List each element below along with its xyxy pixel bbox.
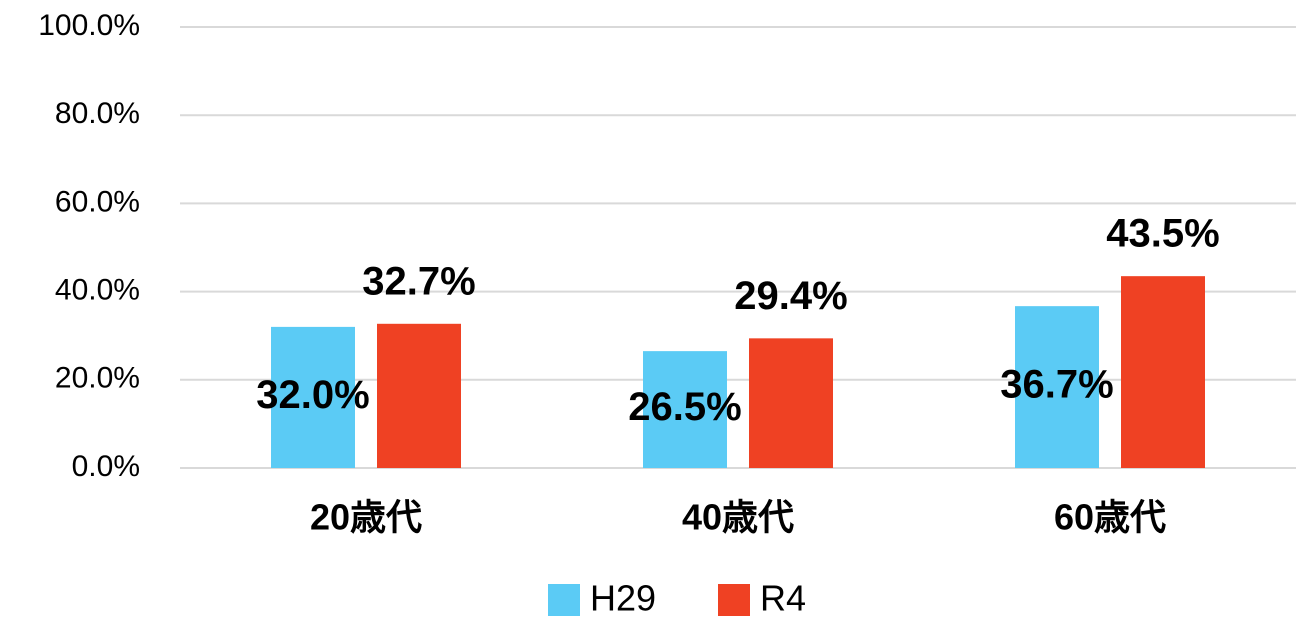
data-label: 36.7%: [1000, 363, 1113, 407]
data-label: 32.7%: [362, 259, 475, 303]
bar: [643, 351, 727, 468]
bar: [377, 323, 461, 468]
y-tick-label: 40.0%: [55, 274, 140, 307]
y-tick-label: 60.0%: [55, 185, 140, 218]
data-label: 26.5%: [628, 385, 741, 429]
data-label: 43.5%: [1106, 212, 1219, 256]
y-tick-label: 100.0%: [38, 9, 140, 42]
y-tick-label: 0.0%: [72, 450, 140, 483]
legend-swatch: [718, 584, 750, 616]
legend-label: R4: [760, 578, 806, 617]
x-tick-label: 40歳代: [682, 497, 794, 538]
x-tick-label: 60歳代: [1054, 497, 1166, 538]
bar: [271, 326, 355, 468]
bar: [1015, 306, 1099, 468]
data-label: 29.4%: [734, 274, 847, 318]
legend-swatch: [548, 584, 580, 616]
y-tick-label: 20.0%: [55, 362, 140, 395]
bar: [1121, 276, 1205, 468]
legend-label: H29: [590, 578, 656, 617]
y-tick-label: 80.0%: [55, 97, 140, 130]
x-tick-label: 20歳代: [310, 497, 422, 538]
bar: [749, 338, 833, 468]
data-label: 32.0%: [256, 373, 369, 417]
